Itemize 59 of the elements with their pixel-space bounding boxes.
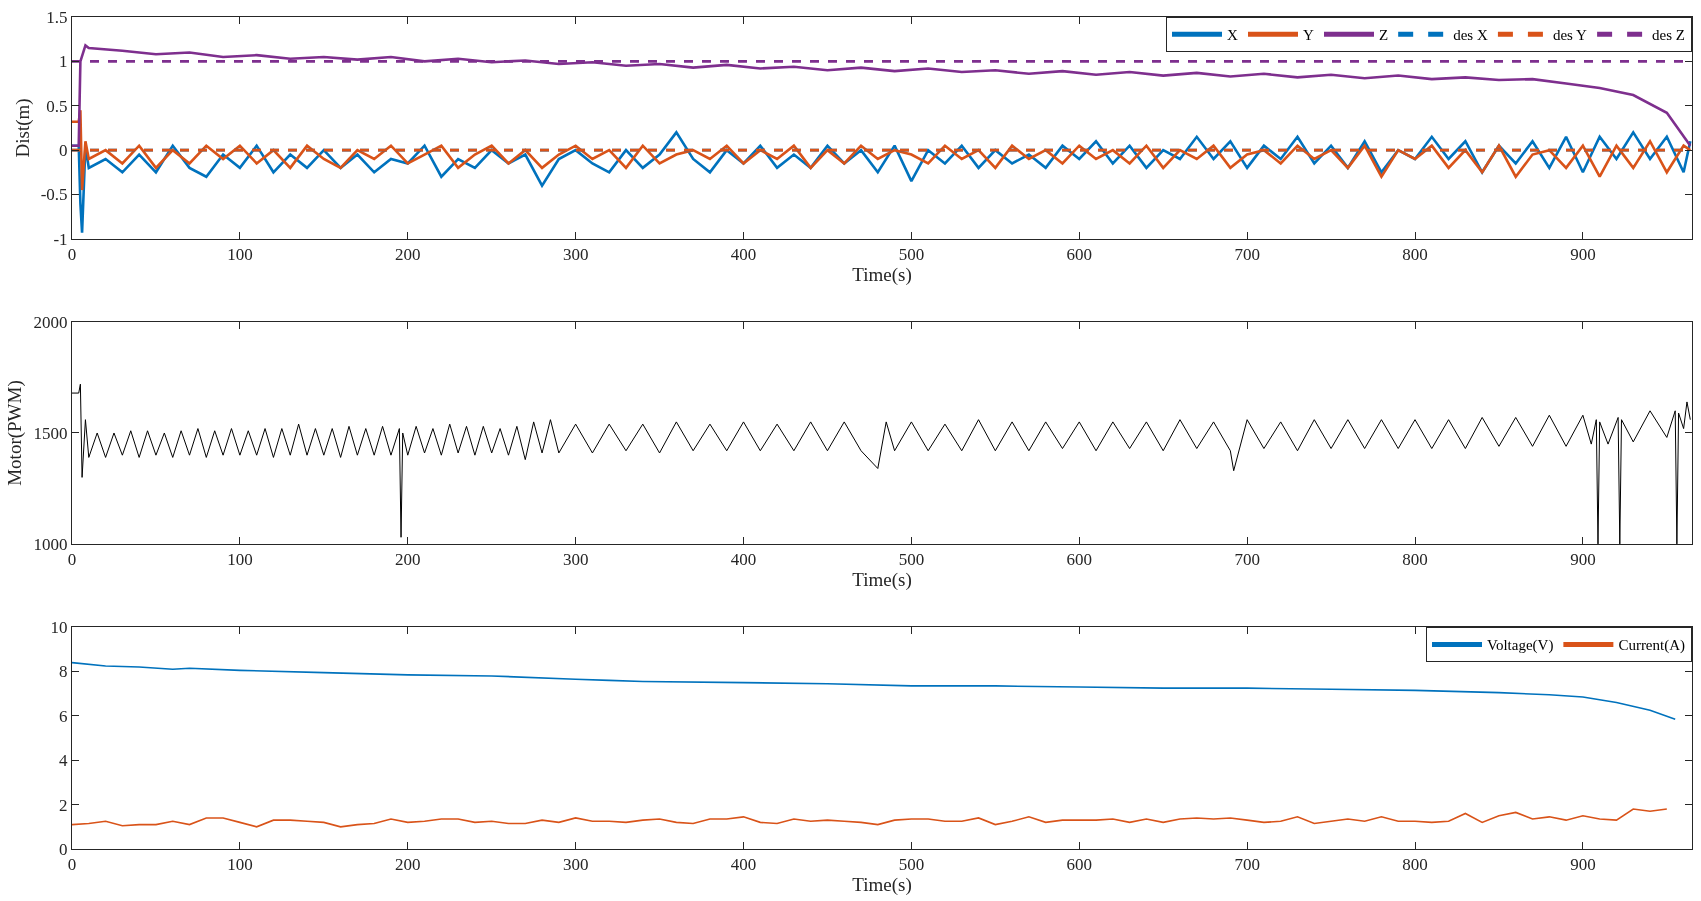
x-tick-label: 200	[395, 855, 421, 875]
x-tick-label: 100	[227, 245, 253, 265]
y-tick-label: -0.5	[40, 185, 68, 205]
x-tick-label: 400	[730, 245, 757, 265]
legend-label: Current(A)	[1618, 637, 1686, 655]
y-tick-label: 1500	[33, 423, 68, 443]
line-series	[72, 808, 1668, 828]
y-axis-title: Dist(m)	[11, 98, 34, 158]
x-axis-title: Time(s)	[852, 569, 912, 592]
x-axis-title: Time(s)	[852, 874, 912, 897]
legend-label: Voltage(V)	[1487, 637, 1554, 655]
legend-label: des Y	[1552, 27, 1588, 44]
x-tick-label: 600	[1066, 855, 1092, 875]
x-tick-label: 500	[898, 550, 925, 570]
x-axis-title: Time(s)	[852, 264, 912, 287]
x-tick-label: 700	[1234, 550, 1260, 570]
legend-label: des Z	[1652, 27, 1686, 44]
x-tick-label: 400	[730, 855, 757, 875]
y-tick-label: 2000	[33, 313, 68, 333]
x-tick-label: 900	[1570, 245, 1596, 265]
x-tick-label: 100	[227, 855, 253, 875]
x-tick-label: 200	[395, 550, 421, 570]
x-tick-label: 800	[1402, 550, 1428, 570]
y-tick-label: 0	[59, 839, 68, 859]
x-tick-label: 300	[562, 855, 589, 875]
x-tick-label: 300	[562, 245, 589, 265]
y-axis-title: Motor(PWM)	[4, 380, 27, 486]
x-tick-label: 400	[730, 550, 757, 570]
y-tick-label: 1	[59, 52, 68, 72]
x-tick-label: 700	[1234, 855, 1260, 875]
y-tick-label: 0	[59, 141, 68, 161]
y-tick-label: 8	[59, 662, 68, 682]
x-tick-label: 100	[227, 550, 253, 570]
legend-label: X	[1227, 27, 1238, 44]
x-tick-label: 700	[1234, 245, 1260, 265]
y-tick-label: 10	[50, 618, 68, 638]
x-tick-label: 900	[1570, 855, 1596, 875]
x-tick-label: 200	[395, 245, 421, 265]
legend-label: Z	[1379, 27, 1389, 44]
x-tick-label: 900	[1570, 550, 1596, 570]
x-tick-label: 500	[898, 245, 925, 265]
line-series	[72, 383, 1691, 544]
legend-label: Y	[1303, 27, 1314, 44]
line-series	[72, 661, 1677, 720]
x-tick-label: 500	[898, 855, 925, 875]
x-tick-label: 600	[1066, 550, 1092, 570]
x-tick-label: 300	[562, 550, 589, 570]
x-tick-label: 800	[1402, 245, 1428, 265]
y-tick-label: 2	[59, 795, 68, 815]
y-tick-label: 0.5	[46, 96, 68, 116]
legend-label: des X	[1453, 27, 1488, 44]
y-tick-label: 1.5	[46, 7, 68, 27]
x-tick-label: 800	[1402, 855, 1428, 875]
y-tick-label: 4	[59, 751, 69, 771]
line-series	[72, 44, 1692, 147]
y-tick-label: 6	[59, 706, 68, 726]
x-tick-label: 600	[1066, 245, 1092, 265]
y-tick-label: 1000	[33, 534, 68, 554]
y-tick-label: -1	[53, 229, 68, 249]
